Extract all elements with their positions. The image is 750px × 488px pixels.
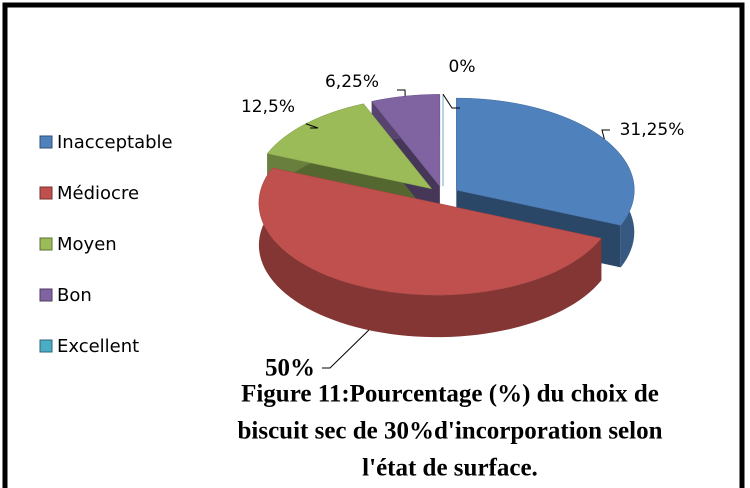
- leader-line: [442, 93, 460, 109]
- legend-label: Moyen: [57, 234, 117, 255]
- data-label: 50%: [265, 355, 315, 382]
- legend-swatch: [39, 237, 53, 251]
- data-label: 12,5%: [241, 97, 295, 117]
- leader-line: [305, 123, 319, 129]
- data-label: 6,25%: [325, 72, 379, 92]
- legend-swatch: [39, 186, 53, 200]
- data-label: 0%: [449, 57, 476, 77]
- leader-line: [397, 89, 406, 97]
- legend-label: Excellent: [57, 336, 139, 357]
- chart-title: biscuit sec de 30%d'incorporation selon: [237, 418, 662, 445]
- legend-label: Médiocre: [57, 183, 139, 204]
- slice-wall: [258, 167, 602, 338]
- leader-line: [601, 129, 610, 140]
- data-label: 31,25%: [620, 120, 685, 140]
- slice: [258, 167, 602, 296]
- slice: [456, 97, 635, 226]
- legend-label: Bon: [57, 285, 92, 306]
- legend-label: Inacceptable: [57, 132, 173, 153]
- chart-title: l'état de surface.: [362, 455, 538, 482]
- legend-swatch: [39, 288, 53, 302]
- chart-title: Figure 11:Pourcentage (%) du choix de: [241, 381, 659, 408]
- legend-swatch: [39, 339, 53, 353]
- leader-line: [322, 329, 370, 369]
- legend-swatch: [39, 135, 53, 149]
